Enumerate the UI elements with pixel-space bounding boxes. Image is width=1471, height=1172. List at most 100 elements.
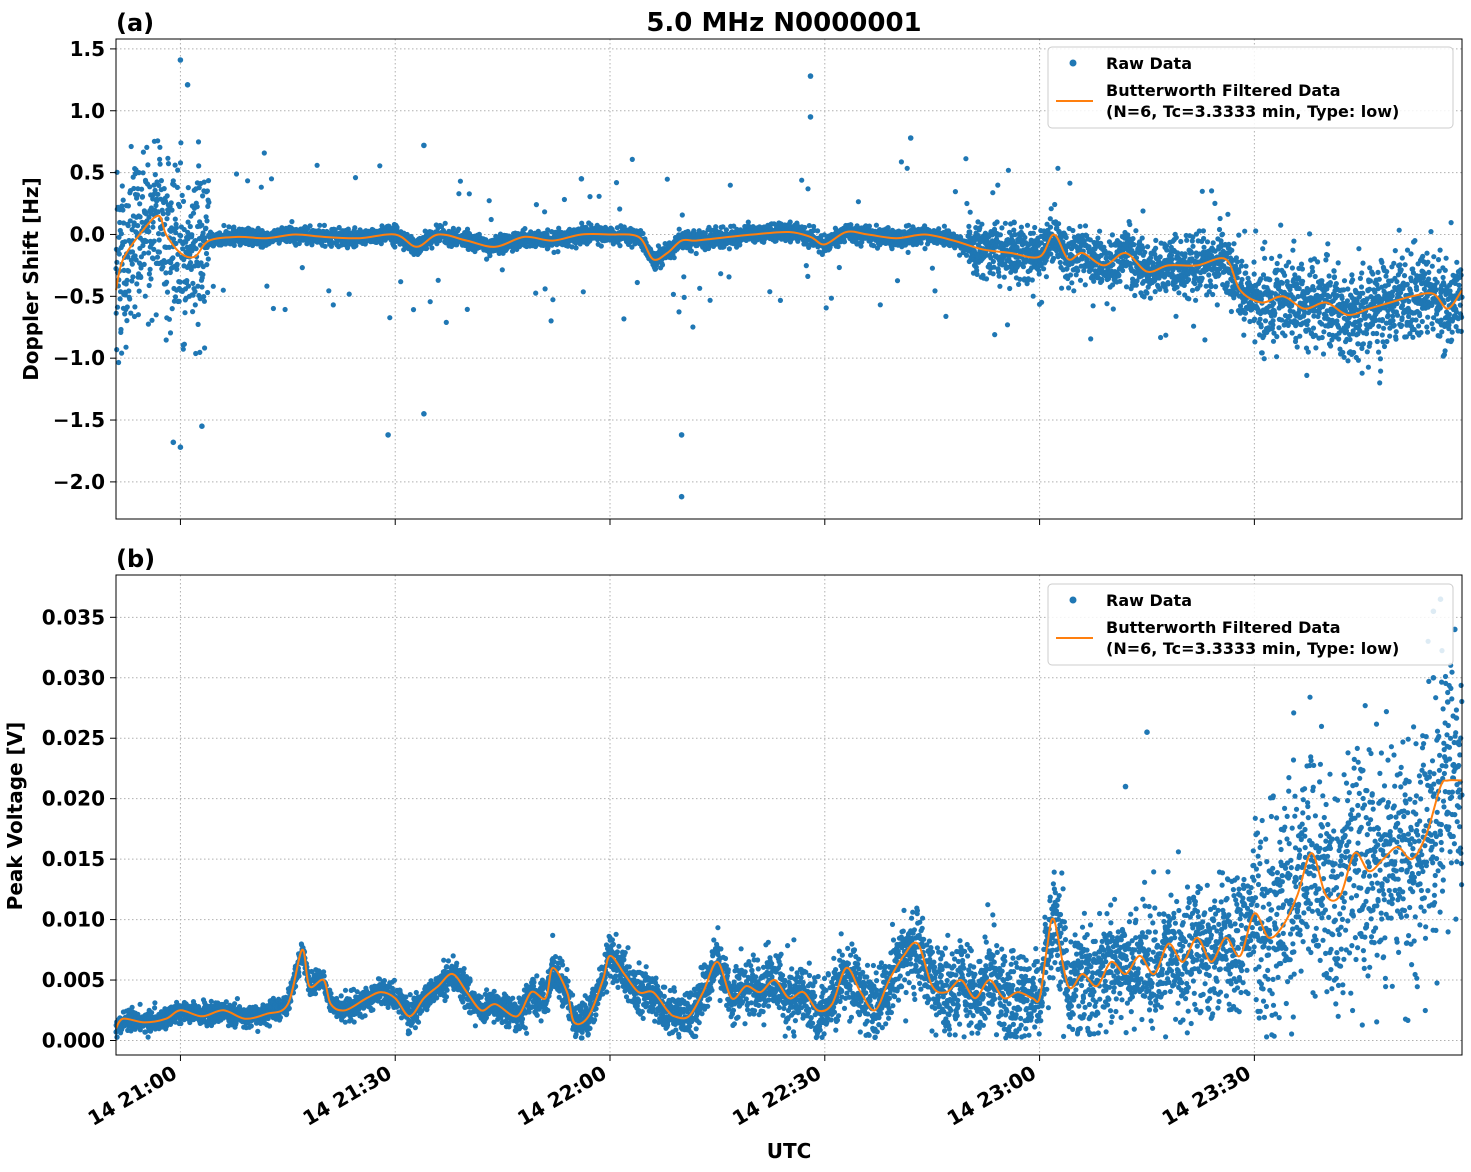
raw-data-point (352, 225, 358, 231)
raw-data-point (598, 243, 604, 249)
raw-data-point (994, 219, 1000, 225)
raw-data-point (177, 203, 183, 210)
raw-data-point (193, 350, 199, 357)
raw-data-point (155, 138, 161, 144)
raw-data-point (127, 218, 133, 224)
raw-data-point (943, 313, 949, 319)
raw-data-point (1059, 285, 1065, 291)
raw-data-point (828, 295, 835, 301)
raw-data-point (169, 306, 175, 312)
raw-data-point (164, 193, 170, 199)
raw-data-point (125, 203, 131, 209)
raw-data-point (132, 304, 138, 310)
raw-data-point (1067, 272, 1074, 278)
raw-data-point (122, 311, 128, 317)
raw-data-point (157, 156, 163, 162)
raw-data-point (996, 273, 1002, 279)
raw-data-point (143, 238, 149, 244)
raw-data-point (1051, 255, 1057, 261)
raw-data-point (117, 219, 123, 226)
raw-data-point (317, 222, 323, 228)
raw-data-point (1039, 299, 1045, 305)
raw-data-point (190, 309, 196, 315)
raw-data-point (346, 291, 352, 297)
raw-data-point (135, 223, 141, 229)
raw-data-point (156, 231, 162, 237)
raw-data-point (196, 185, 202, 191)
raw-data-point (1104, 301, 1110, 307)
raw-data-point (326, 288, 332, 294)
raw-data-point (205, 256, 211, 262)
raw-data-point (873, 222, 880, 228)
raw-data-point (1174, 284, 1180, 290)
raw-data-point (841, 239, 848, 245)
raw-data-point (221, 222, 227, 229)
raw-data-point (165, 155, 171, 161)
raw-data-point (233, 171, 240, 177)
raw-data-point (201, 179, 207, 185)
raw-data-point (726, 274, 732, 280)
raw-data-point (1005, 167, 1012, 173)
raw-data-point (1066, 285, 1072, 291)
raw-data-point (1123, 284, 1130, 290)
raw-data-point (130, 274, 136, 280)
raw-data-point (464, 306, 470, 312)
raw-data-point (156, 237, 162, 243)
raw-data-point (1186, 296, 1192, 302)
raw-data-point (314, 162, 320, 168)
raw-data-point (533, 202, 540, 208)
raw-data-point (963, 156, 969, 162)
raw-data-point (150, 224, 156, 230)
raw-data-point (1069, 280, 1075, 286)
raw-data-point (184, 278, 190, 284)
raw-data-point (177, 160, 184, 166)
raw-data-point (617, 206, 623, 212)
raw-data-point (1036, 271, 1042, 277)
raw-data-point (799, 177, 805, 183)
raw-data-point (173, 240, 179, 247)
raw-data-point (457, 178, 463, 184)
raw-data-point (189, 248, 195, 254)
raw-data-point (137, 201, 143, 207)
raw-data-point (596, 193, 602, 199)
raw-data-point (1189, 250, 1195, 256)
raw-data-point (1193, 297, 1199, 303)
raw-data-point (121, 220, 127, 226)
raw-data-point (488, 216, 494, 223)
raw-data-point (573, 245, 579, 251)
raw-data-point (1090, 303, 1096, 309)
raw-data-point (1140, 208, 1146, 214)
raw-data-point (1082, 282, 1088, 288)
raw-data-point (202, 235, 208, 241)
raw-data-point (533, 290, 539, 296)
raw-data-point (174, 184, 180, 190)
raw-data-point (264, 283, 270, 289)
raw-data-point (147, 266, 153, 272)
raw-data-point (550, 297, 556, 303)
raw-data-point (990, 190, 996, 196)
raw-data-point (201, 298, 207, 304)
raw-data-point (120, 207, 126, 213)
raw-data-point (188, 266, 194, 272)
raw-data-point (1007, 285, 1013, 292)
raw-data-point (767, 289, 773, 295)
raw-data-point (121, 267, 127, 273)
raw-data-point (204, 262, 210, 268)
raw-data-point (1152, 289, 1158, 295)
raw-data-point (124, 318, 130, 324)
raw-data-point (199, 284, 205, 290)
raw-data-point (707, 297, 713, 303)
raw-data-point (153, 202, 159, 209)
raw-data-point (164, 279, 170, 285)
raw-data-point (126, 288, 132, 294)
raw-data-point (167, 330, 174, 336)
raw-data-point (929, 265, 936, 271)
raw-data-point (1169, 256, 1175, 262)
raw-data-point (140, 170, 146, 176)
raw-data-point (1056, 221, 1062, 227)
raw-data-point (145, 321, 151, 327)
raw-data-point (165, 161, 172, 167)
raw-data-point (203, 214, 209, 220)
raw-data-point (146, 250, 152, 256)
raw-data-point (172, 294, 179, 300)
